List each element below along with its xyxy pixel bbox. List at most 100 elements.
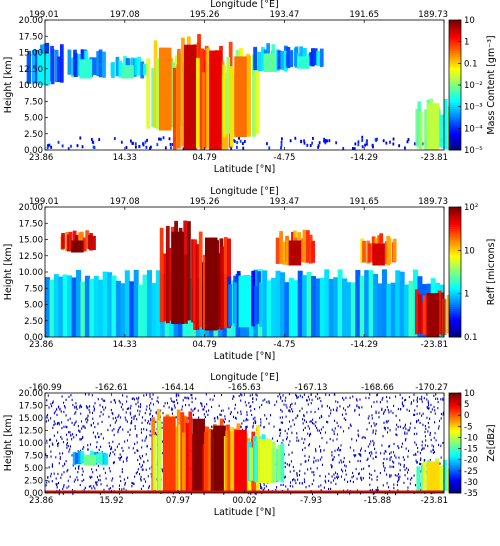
colorbar-segment [449, 48, 461, 51]
colorbar-segment [449, 239, 461, 243]
colorbar-segment [449, 243, 461, 247]
colorbar-segment [449, 401, 461, 404]
cloud-feature [60, 230, 96, 253]
colorbar-segment [449, 30, 461, 34]
y-tick-label: 5.00 [24, 301, 43, 311]
colorbar-segment [449, 471, 461, 474]
top-axis-label: Longitude [°E] [210, 186, 278, 197]
colorbar-segment [449, 328, 461, 331]
colorbar-segment [449, 259, 461, 262]
y-axis-label: Height [km] [3, 415, 14, 472]
colorbar-tick-label: 1 [464, 290, 469, 300]
colorbar-segment [449, 466, 461, 469]
y-tick-label: 2.50 [24, 317, 43, 327]
top-tick-label: -168.66 [361, 383, 394, 393]
x-tick-label: -23.81 [421, 496, 448, 506]
colorbar-segment [449, 330, 461, 334]
colorbar-segment [449, 308, 461, 312]
x-tick-label: 14.33 [113, 153, 137, 163]
x-tick-label: -14.29 [350, 340, 377, 350]
colorbar-segment [449, 326, 461, 329]
top-tick-label: -170.27 [415, 383, 448, 393]
top-tick-label: 195.26 [190, 197, 220, 207]
y-tick-label: 7.50 [24, 97, 43, 107]
colorbar-segment [449, 39, 461, 43]
x-tick-label: 23.86 [29, 496, 53, 506]
top-tick-label: -162.61 [95, 383, 128, 393]
colorbar-segment [449, 438, 461, 441]
top-axis-label: Longitude [°E] [210, 372, 278, 383]
y-tick-label: 20.00 [19, 16, 43, 26]
colorbar-segment [449, 285, 461, 288]
colorbar-segment [449, 269, 461, 273]
x-tick-label: 04.79 [192, 340, 216, 350]
colorbar-segment [449, 132, 461, 136]
cloud-feature [253, 43, 288, 72]
colorbar-segment [449, 50, 461, 53]
colorbar-segment [449, 80, 461, 84]
colorbar-segment [449, 449, 461, 452]
cloud-feature [415, 98, 451, 150]
colorbar-segment [449, 228, 461, 232]
top-tick-label: -160.99 [29, 383, 62, 393]
y-tick-label: 12.50 [19, 65, 43, 75]
colorbar-segment [449, 429, 461, 432]
colorbar-segment [449, 282, 461, 286]
top-tick-label: -167.13 [295, 383, 328, 393]
colorbar-segment [449, 443, 461, 446]
panel-2: 0.00 2.50 5.00 7.50 10.00 12.50 15.00 17.50 20.0… [3, 186, 497, 362]
colorbar-segment [449, 291, 461, 295]
colorbar-tick-label: 10⁻² [464, 81, 483, 91]
colorbar-segment [449, 117, 461, 121]
colorbar-segment [449, 332, 461, 336]
colorbar-segment [449, 434, 461, 437]
colorbar-segment [449, 41, 461, 45]
colorbar-tick-label: 10² [464, 203, 478, 213]
top-tick-label: 199.01 [29, 10, 59, 20]
cloud-feature [414, 289, 453, 337]
colorbar-segment [449, 278, 461, 282]
colorbar-tick-label: 10⁻⁴ [464, 124, 483, 134]
colorbar-segment [449, 280, 461, 284]
colorbar-segment [449, 115, 461, 118]
colorbar-segment [449, 95, 461, 99]
colorbar-segment [449, 274, 461, 277]
colorbar-segment [449, 408, 461, 411]
colorbar-segment [449, 237, 461, 240]
colorbar-tick-label: 0 [464, 411, 469, 421]
colorbar-tick-label: 10⁻⁵ [464, 146, 483, 156]
top-tick-label: 199.01 [29, 197, 59, 207]
colorbar-segment [449, 416, 461, 419]
colorbar-segment [449, 453, 461, 456]
colorbar-segment [449, 130, 461, 134]
colorbar-segment [449, 102, 461, 105]
colorbar-segment [449, 411, 461, 414]
y-tick-label: 5.00 [24, 464, 43, 474]
top-tick-label: 197.08 [110, 10, 140, 20]
cloud-feature [416, 458, 454, 493]
cloud-feature [159, 220, 197, 324]
x-tick-label: -15.88 [364, 496, 391, 506]
y-tick-label: 12.50 [19, 427, 43, 437]
colorbar-segment [449, 423, 461, 426]
colorbar-segment [449, 126, 461, 129]
colorbar-segment [449, 254, 461, 258]
colorbar-segment [449, 406, 461, 409]
colorbar-segment [449, 217, 461, 221]
colorbar-segment [449, 28, 461, 32]
colorbar-segment [449, 403, 461, 406]
colorbar-segment [449, 20, 461, 23]
colorbar-segment [449, 461, 461, 464]
colorbar-segment [449, 289, 461, 292]
colorbar-segment [449, 317, 461, 321]
x-tick-label: -14.29 [350, 153, 377, 163]
colorbar-tick-label: -20 [464, 456, 478, 466]
colorbar-segment [449, 439, 461, 442]
colorbar-tick-label: 10⁻³ [464, 103, 483, 113]
colorbar-segment [449, 489, 461, 492]
colorbar-segment [449, 215, 461, 219]
y-tick-label: 15.00 [19, 236, 43, 246]
colorbar-segment [449, 486, 461, 489]
colorbar-segment [449, 54, 461, 58]
panel-1: 0.00 2.50 5.00 7.50 10.00 12.50 15.00 17.50 20.0… [3, 0, 497, 175]
